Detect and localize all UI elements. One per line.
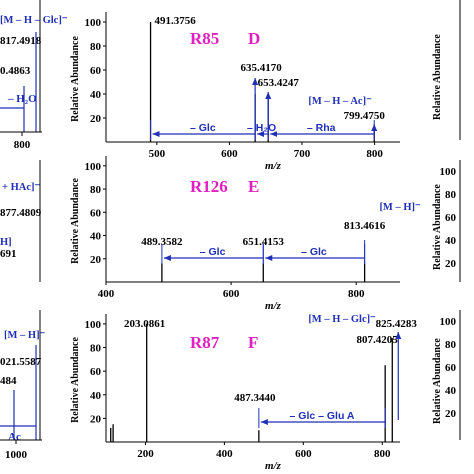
x-axis-label: m/z <box>265 160 282 172</box>
peak-label: 825.4283 <box>376 318 418 330</box>
right-row2-ylabel: Relative Abundance <box>432 184 443 270</box>
x-tick-label: 500 <box>149 148 166 160</box>
panel-title-compound: R87 <box>190 333 220 352</box>
y-tick-label: 80 <box>90 184 102 196</box>
peak-label: 799.4750 <box>344 110 386 122</box>
panel-title-letter: D <box>248 29 260 48</box>
peak-label: 487.3440 <box>234 392 276 404</box>
x-tick-label: 600 <box>221 148 238 160</box>
peak-label: 653.4247 <box>258 77 300 89</box>
x-tick-label: 400 <box>216 448 233 460</box>
right-column-fragments: Relative Abundance Relative Abundance Re… <box>432 0 461 440</box>
loss-label: – H₂O <box>247 122 276 134</box>
right-row3-ticks: 100 80 60 40 20 <box>440 316 457 420</box>
left-row1-tick: 800 <box>14 139 31 151</box>
y-tick-label: 20 <box>90 113 102 125</box>
precursor-ion-label: [M – H – Ac]⁻ <box>308 96 372 107</box>
left-row2-ion: + HAc]⁻ <box>2 182 41 193</box>
left-row2-label-a: 877.4809 <box>0 207 42 219</box>
y-tick-label: 60 <box>90 65 102 77</box>
panel-title-letter: E <box>248 177 259 196</box>
panel-e-spectrum: 20 40 60 80 100 400 600 800 m/z Relative Abundanc… <box>70 156 421 312</box>
x-tick-label: 800 <box>374 448 391 460</box>
x-axis-label: m/z <box>265 300 282 312</box>
right-row1-ylabel: Relative Abundance <box>432 34 443 120</box>
peak-label: 489.3582 <box>141 236 183 248</box>
peak-label: 651.4153 <box>243 236 285 248</box>
x-tick-label: 400 <box>98 288 115 300</box>
x-tick-label: 600 <box>223 288 240 300</box>
svg-text:60: 60 <box>445 362 457 374</box>
y-tick-label: 100 <box>85 161 102 173</box>
right-row2-ticks: 100 80 60 40 20 <box>440 166 457 270</box>
loss-label: – Rha <box>307 122 336 134</box>
svg-text:100: 100 <box>440 166 457 178</box>
panel-title-compound: R85 <box>190 29 219 48</box>
y-tick-label: 80 <box>90 343 102 355</box>
precursor-ion-label: [M – H]⁻ <box>379 202 421 213</box>
svg-text:40: 40 <box>445 385 457 397</box>
panel-title-compound: R126 <box>190 177 228 196</box>
x-tick-label: 600 <box>295 448 312 460</box>
left-row3-tick: 1000 <box>5 449 28 461</box>
x-axis-label: m/z <box>265 460 282 472</box>
loss-label: – Glc – Glu A <box>290 410 355 422</box>
panel-title-letter: F <box>248 333 258 352</box>
svg-text:20: 20 <box>445 258 457 270</box>
y-axis-label: Relative Abundance <box>70 178 81 264</box>
right-row3-ylabel: Relative Abundance <box>432 338 443 424</box>
svg-text:100: 100 <box>440 316 457 328</box>
peak-label: 813.4616 <box>344 220 386 232</box>
svg-text:20: 20 <box>445 408 457 420</box>
loss-label: – Glc <box>301 246 327 258</box>
peak-label: 203.0861 <box>124 318 165 330</box>
panel-f-spectrum: 20 40 60 80 100 200 400 600 800 m/z Relative Abund… <box>70 314 417 472</box>
left-row1-label-b: 0.4863 <box>0 65 31 77</box>
y-tick-label: 60 <box>90 366 102 378</box>
peak-label: 635.4170 <box>240 62 282 74</box>
svg-text:80: 80 <box>445 189 457 201</box>
y-axis-label: Relative Abundance <box>70 337 81 423</box>
left-row2-label-b: 691 <box>0 248 17 260</box>
y-tick-label: 40 <box>90 390 102 402</box>
left-row3-label-b: 484 <box>0 375 17 387</box>
y-tick-label: 20 <box>90 254 102 266</box>
y-tick-label: 80 <box>90 41 102 53</box>
left-column-fragments: [M – H – Glc]⁻ 817.4918 0.4863 – H₂O 800… <box>0 0 68 461</box>
panel-d-spectrum: 20 40 60 80 100 500 600 700 800 m/z Relative Abund… <box>70 12 400 172</box>
y-axis-label: Relative Abundance <box>70 36 81 122</box>
left-row1-loss: – H₂O <box>7 93 37 105</box>
y-tick-label: 40 <box>90 231 102 243</box>
y-tick-label: 60 <box>90 207 102 219</box>
svg-text:40: 40 <box>445 235 457 247</box>
left-row3-label-a: 021.5587 <box>0 356 42 368</box>
x-tick-label: 800 <box>348 288 365 300</box>
precursor-ion-label: [M – H – Glc]⁻ <box>308 314 376 325</box>
loss-label: – Glc <box>200 246 226 258</box>
y-tick-label: 100 <box>85 319 102 331</box>
svg-text:60: 60 <box>445 212 457 224</box>
left-row2-ion-b: H] <box>0 237 12 248</box>
y-tick-label: 100 <box>85 17 102 29</box>
x-tick-label: 200 <box>137 448 154 460</box>
x-tick-label: 800 <box>366 148 383 160</box>
left-row1-ion: [M – H – Glc]⁻ <box>0 15 68 26</box>
left-row3-loss: Ac <box>8 431 21 443</box>
loss-label: – Glc <box>190 122 216 134</box>
svg-text:80: 80 <box>445 339 457 351</box>
peak-label: 491.3756 <box>155 15 197 27</box>
y-tick-label: 40 <box>90 89 102 101</box>
peak-label: 807.4205 <box>357 334 399 346</box>
left-row3-ion: [M – H]⁻ <box>4 330 46 341</box>
left-row1-label-a: 817.4918 <box>0 35 42 47</box>
y-tick-label: 20 <box>90 413 102 425</box>
x-tick-label: 700 <box>294 148 311 160</box>
